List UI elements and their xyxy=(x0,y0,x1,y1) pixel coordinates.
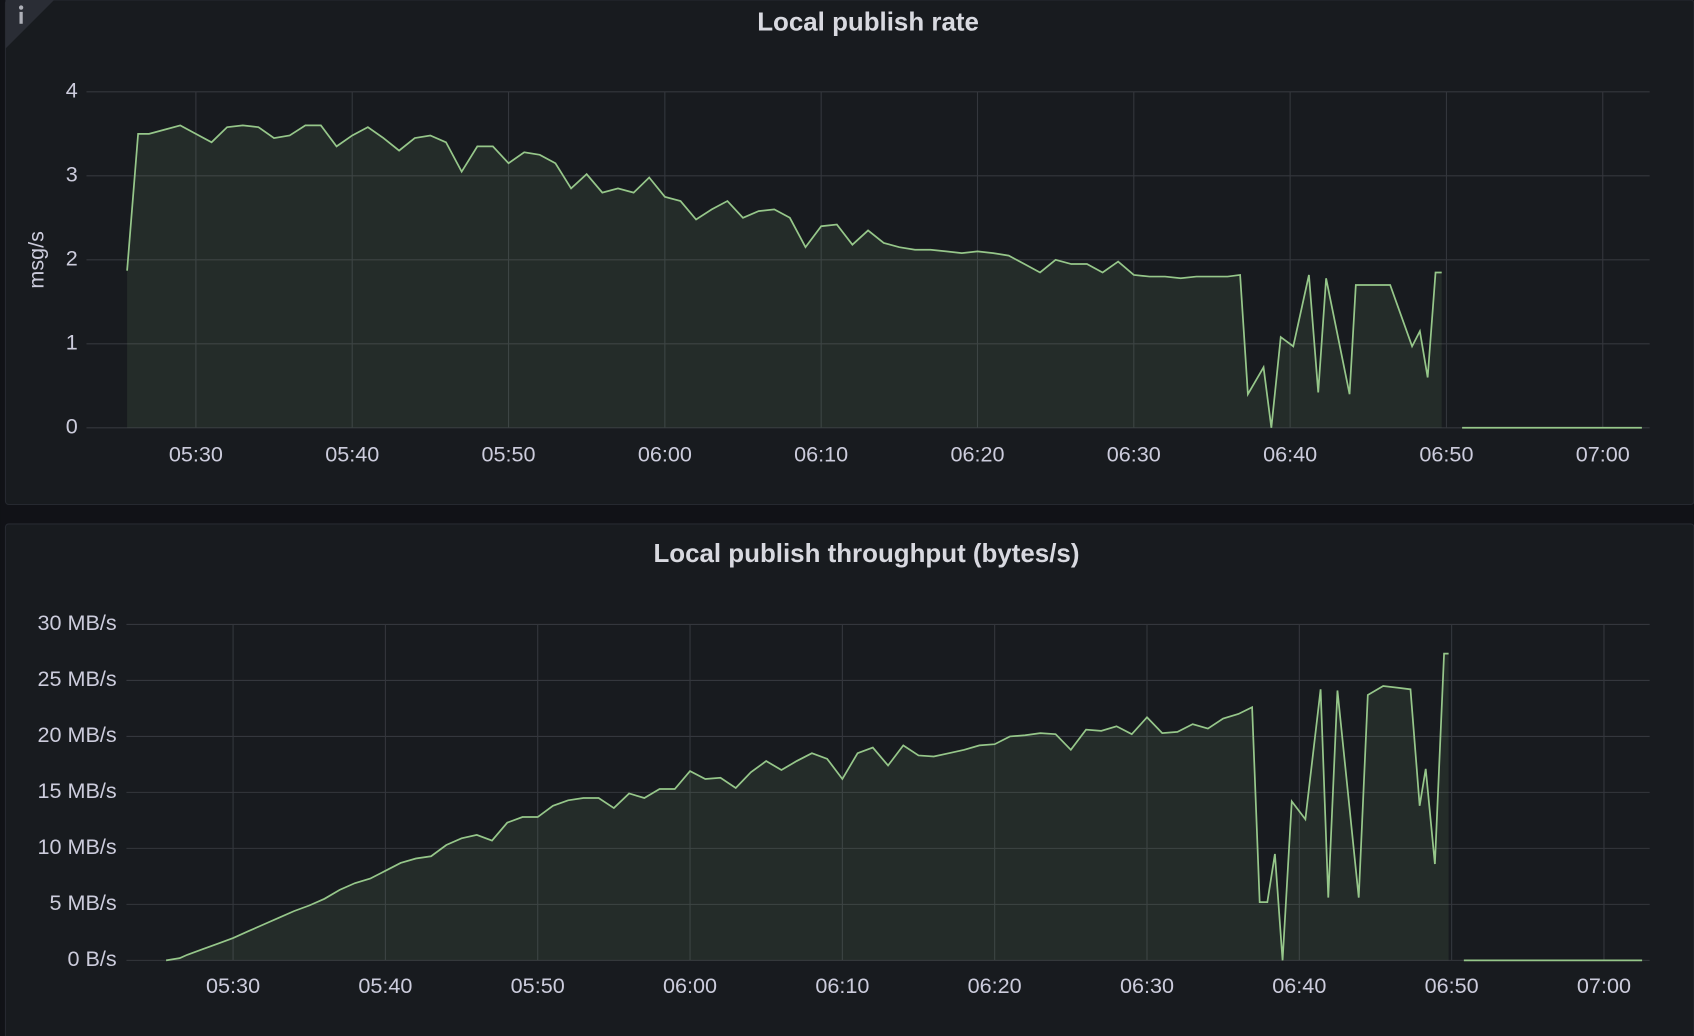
x-tick-label: 06:00 xyxy=(638,442,692,467)
y-tick-label: 4 xyxy=(66,78,78,103)
x-tick-label: 06:20 xyxy=(968,973,1022,998)
panel-title: Local publish throughput (bytes/s) xyxy=(653,540,1079,568)
x-tick-label: 06:10 xyxy=(794,442,848,467)
info-icon[interactable] xyxy=(19,11,23,24)
x-tick-label: 06:50 xyxy=(1419,442,1473,467)
x-tick-label: 05:30 xyxy=(169,442,223,467)
y-tick-label: 0 B/s xyxy=(68,946,117,971)
y-axis-label: msg/s xyxy=(24,231,49,289)
series-line xyxy=(165,652,1643,962)
x-tick-label: 05:40 xyxy=(325,442,379,467)
info-corner[interactable] xyxy=(5,0,55,49)
y-tick-label: 30 MB/s xyxy=(38,610,117,635)
y-tick-label: 5 MB/s xyxy=(50,890,117,915)
x-tick-label: 06:50 xyxy=(1425,973,1479,998)
y-tick-label: 25 MB/s xyxy=(38,666,117,691)
y-tick-label: 10 MB/s xyxy=(38,834,117,859)
y-tick-label: 3 xyxy=(66,162,78,187)
x-tick-label: 06:40 xyxy=(1272,973,1326,998)
area-fill xyxy=(166,653,1643,961)
x-tick-label: 06:30 xyxy=(1120,973,1174,998)
x-tick-label: 05:50 xyxy=(482,442,536,467)
y-tick-label: 0 xyxy=(66,413,78,438)
x-tick-label: 05:30 xyxy=(206,973,260,998)
y-tick-label: 15 MB/s xyxy=(38,778,117,803)
series-line xyxy=(126,124,1642,429)
y-tick-label: 20 MB/s xyxy=(38,722,117,747)
x-tick-label: 06:30 xyxy=(1107,442,1161,467)
x-tick-label: 07:00 xyxy=(1577,973,1631,998)
x-tick-label: 05:40 xyxy=(358,973,412,998)
x-tick-label: 06:20 xyxy=(950,442,1004,467)
x-tick-label: 07:00 xyxy=(1576,442,1630,467)
y-tick-label: 2 xyxy=(66,246,78,271)
x-tick-label: 06:00 xyxy=(663,973,717,998)
info-icon-dot xyxy=(18,5,24,10)
x-tick-label: 06:10 xyxy=(815,973,869,998)
area-fill xyxy=(127,125,1642,428)
panel-title: Local publish rate xyxy=(757,9,979,37)
y-tick-label: 1 xyxy=(66,330,78,355)
x-tick-label: 06:40 xyxy=(1263,442,1317,467)
x-tick-label: 05:50 xyxy=(511,973,565,998)
